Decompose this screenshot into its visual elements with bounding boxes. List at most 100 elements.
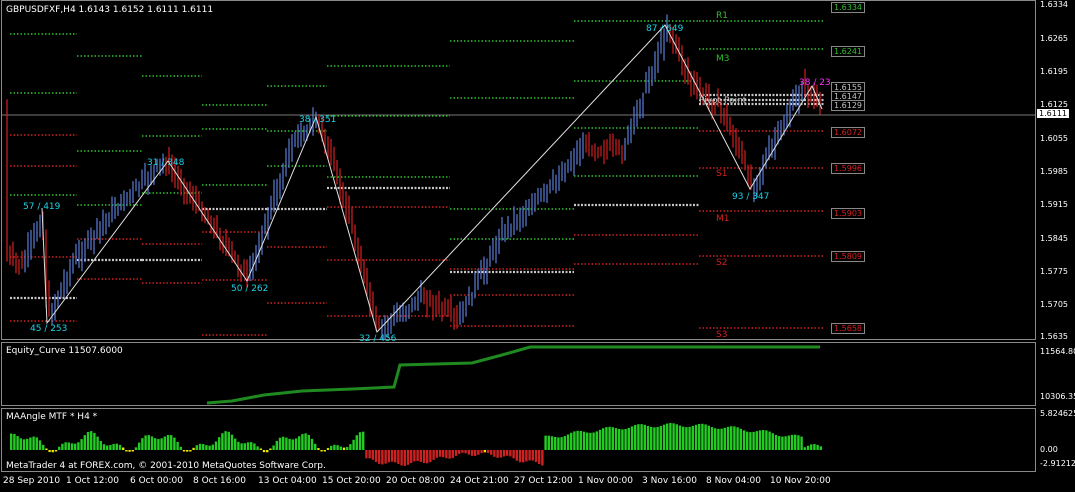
time-tick: 28 Sep 2010 xyxy=(3,476,61,486)
maangle-bar xyxy=(758,430,762,450)
maangle-bar xyxy=(778,436,781,450)
maangle-bar xyxy=(435,450,438,458)
maangle-bar xyxy=(771,433,774,450)
maangle-bar xyxy=(710,427,714,450)
maangle-bar xyxy=(240,443,243,450)
maangle-bar xyxy=(294,438,298,450)
maangle-bar xyxy=(464,450,467,454)
maangle-bar xyxy=(195,445,198,450)
maangle-bar xyxy=(544,435,547,450)
maangle-bar xyxy=(163,436,166,450)
maangle-bar xyxy=(243,443,246,450)
maangle-bar xyxy=(659,425,662,450)
maangle-bar xyxy=(704,424,707,450)
maangle-bar xyxy=(640,424,643,450)
maangle-bar xyxy=(323,450,326,452)
maangle-bar xyxy=(803,447,806,450)
maangle-bar xyxy=(589,432,592,450)
maangle-bar xyxy=(813,444,816,450)
maangle-bar xyxy=(262,450,266,453)
maangle-bar xyxy=(438,450,442,457)
maangle-bar xyxy=(637,424,640,450)
maangle-bar xyxy=(22,439,26,450)
maangle-bar xyxy=(614,428,618,450)
equity-axis: 11564.80 10306.35 xyxy=(1036,342,1075,406)
price-tick: 1.5985 xyxy=(1040,167,1068,176)
maangle-bar xyxy=(362,431,365,450)
maangle-bar xyxy=(35,437,38,450)
maangle-canvas[interactable] xyxy=(2,409,1035,471)
maangle-bar xyxy=(128,450,131,452)
maangle-bar xyxy=(234,438,237,450)
maangle-bar xyxy=(579,430,582,450)
maangle-bar xyxy=(160,438,163,450)
equity-curve-canvas[interactable] xyxy=(2,343,1035,405)
maangle-bar xyxy=(634,425,637,450)
price-chart-panel[interactable]: GBPUSDFXF,H4 1.6143 1.6152 1.6111 1.6111… xyxy=(1,0,1036,344)
equity-curve-panel[interactable]: Equity_Curve 11507.6000 xyxy=(1,342,1036,406)
maangle-bar xyxy=(237,441,240,450)
price-tick: 1.6125 xyxy=(1040,100,1068,109)
pivot-box-3: 1.6129 xyxy=(831,100,865,111)
zigzag-label: 31 / 348 xyxy=(147,158,185,168)
maangle-bar xyxy=(454,450,458,456)
price-chart-canvas[interactable] xyxy=(2,1,1035,339)
maangle-bar xyxy=(483,450,486,453)
maangle-bar xyxy=(582,431,586,450)
maangle-indicator-panel[interactable]: MAAngle MTF * H4 * MetaTrader 4 at FOREX… xyxy=(1,408,1036,472)
maangle-bar xyxy=(672,423,675,450)
equity-curve-line xyxy=(206,345,820,405)
maangle-bar xyxy=(230,434,234,450)
time-tick: 15 Oct 20:00 xyxy=(322,476,381,486)
level-label-m1: M1 xyxy=(716,214,730,224)
maangle-bar xyxy=(797,435,800,450)
maangle-bar xyxy=(749,432,752,450)
maangle-bar xyxy=(394,450,397,463)
maangle-bar xyxy=(595,431,598,450)
maangle-bar xyxy=(125,450,128,452)
maangle-bar xyxy=(282,436,285,450)
zigzag-label: 38 / 351 xyxy=(299,115,337,125)
maangle-bar xyxy=(598,429,602,450)
maangle-bar xyxy=(816,444,819,450)
maangle-bar xyxy=(800,436,803,450)
maangle-bar xyxy=(304,433,307,450)
level-label-m3: M3 xyxy=(716,54,730,64)
level-label-s1: S1 xyxy=(716,169,728,179)
pivot-box-m3: 1.6241 xyxy=(831,46,865,57)
maangle-bar xyxy=(458,450,461,454)
maangle-bar xyxy=(13,433,16,450)
maangle-bar xyxy=(528,450,531,461)
maangle-bar xyxy=(208,445,211,450)
equity-tick: 10306.35 xyxy=(1040,392,1075,401)
maangle-bar xyxy=(490,450,493,455)
maangle-bar xyxy=(563,436,566,450)
price-tick: 1.5845 xyxy=(1040,234,1068,243)
maangle-bar xyxy=(531,450,534,461)
maangle-bar xyxy=(669,423,672,450)
maangle-bar xyxy=(266,450,269,453)
maangle-bar xyxy=(374,450,378,462)
maangle-bar xyxy=(682,426,685,450)
maangle-bar xyxy=(90,431,93,450)
maangle-bar xyxy=(173,437,176,450)
maangle-bar xyxy=(410,450,413,463)
time-axis[interactable]: 28 Sep 2010 1 Oct 12:00 6 Oct 00:00 8 Oc… xyxy=(0,473,1075,492)
pivot-box-s1: 1.5996 xyxy=(831,163,865,174)
maangle-bar xyxy=(448,450,451,459)
price-axis[interactable]: 1.6334 1.6265 1.6195 1.6125 1.6055 1.598… xyxy=(1036,0,1075,341)
pivot-box-m1: 1.5903 xyxy=(831,208,865,219)
maangle-bar xyxy=(746,431,749,450)
maangle-bar xyxy=(506,450,509,456)
level-label-s3: S3 xyxy=(716,330,728,340)
maangle-bar xyxy=(573,431,576,450)
maangle-bar xyxy=(106,445,109,450)
maangle-bar xyxy=(819,446,822,450)
pivot-box-s3: 1.5658 xyxy=(831,323,865,334)
maangle-bar xyxy=(736,427,739,450)
maangle-bar xyxy=(691,425,694,450)
maangle-bar xyxy=(765,430,768,450)
maangle-bar xyxy=(653,427,656,450)
maangle-bar xyxy=(451,450,454,458)
maangle-bar xyxy=(102,444,106,450)
